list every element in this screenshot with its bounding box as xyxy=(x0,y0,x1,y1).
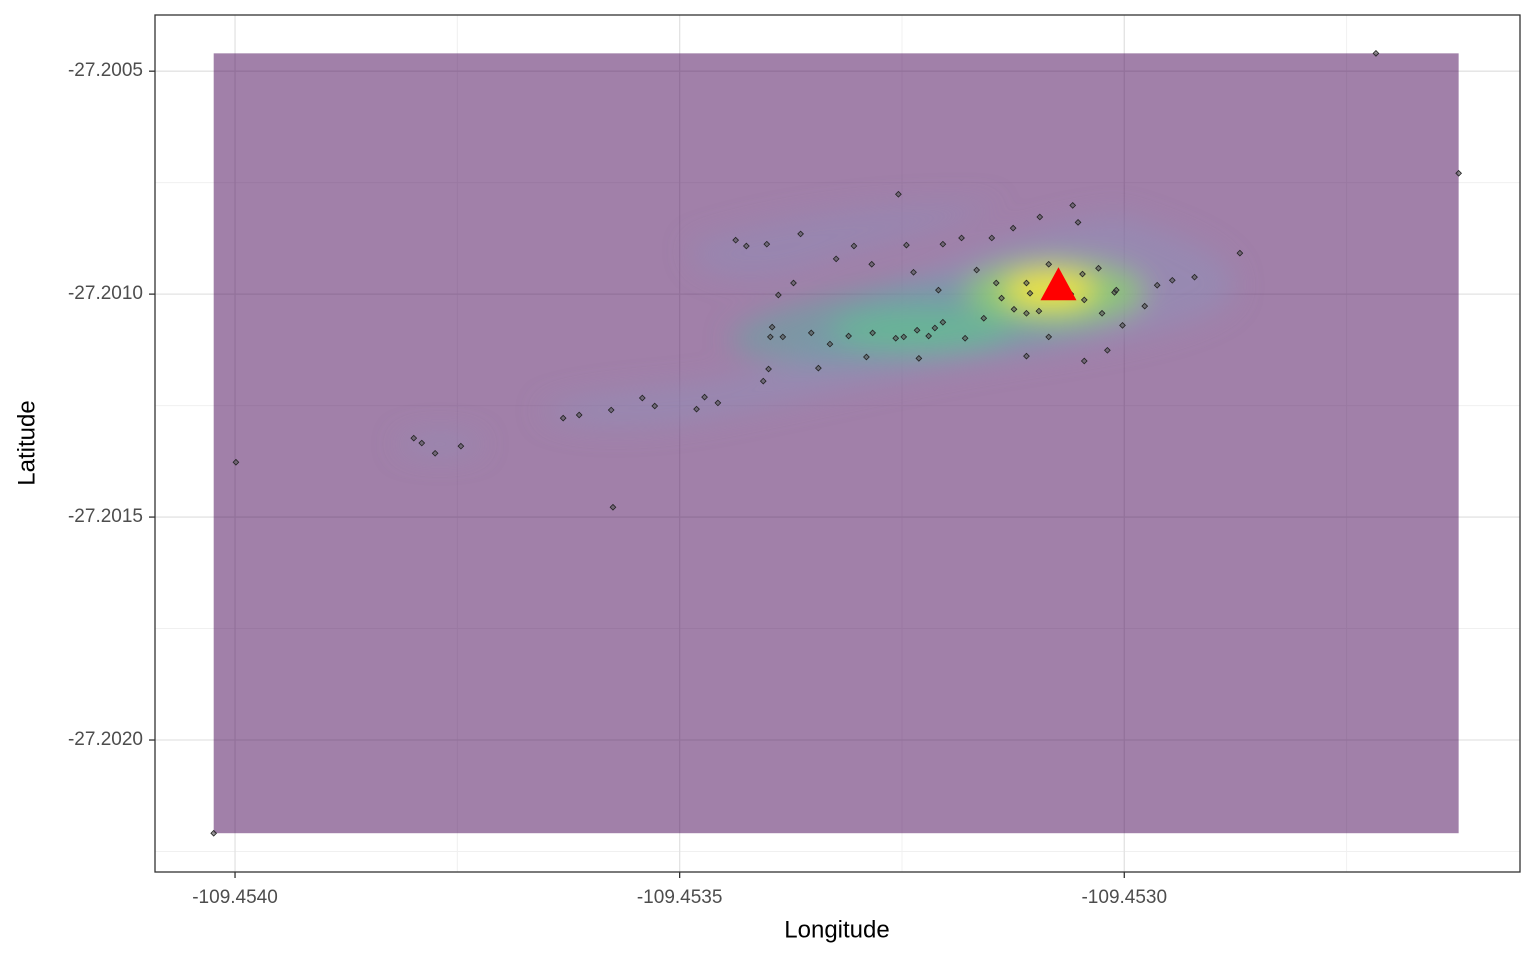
point xyxy=(1035,307,1043,315)
point xyxy=(1026,289,1034,297)
point xyxy=(797,230,804,238)
point xyxy=(958,234,965,242)
point xyxy=(1095,264,1102,272)
point xyxy=(815,364,822,372)
marker-triangle xyxy=(1040,267,1077,301)
point xyxy=(939,318,947,326)
point xyxy=(210,829,218,837)
point xyxy=(765,365,772,373)
point xyxy=(980,314,988,322)
y-axis-title: Latitude xyxy=(13,400,40,485)
axes: -109.4540 -109.4535 -109.4530 -27.2005 -27.2… xyxy=(68,60,1167,908)
point xyxy=(232,458,240,466)
x-axis-title: Longitude xyxy=(784,916,889,943)
point xyxy=(609,503,617,511)
point xyxy=(779,333,787,341)
point xyxy=(1023,352,1030,360)
point xyxy=(607,406,615,414)
point xyxy=(1098,309,1106,317)
point xyxy=(973,266,981,274)
point xyxy=(910,268,917,276)
panel-border xyxy=(154,14,1521,873)
x-tick-label: -109.4535 xyxy=(637,887,723,908)
point xyxy=(1045,260,1053,268)
point xyxy=(892,334,900,342)
x-tick-label: -109.4530 xyxy=(1081,887,1167,908)
density-band xyxy=(398,434,482,454)
point xyxy=(869,329,876,337)
y-tick-label: -27.2005 xyxy=(68,60,143,81)
points xyxy=(210,49,1463,837)
point xyxy=(1141,302,1149,310)
point xyxy=(638,394,646,402)
point xyxy=(850,242,858,250)
point xyxy=(863,353,870,361)
point xyxy=(939,240,947,248)
point xyxy=(651,402,659,410)
point xyxy=(418,439,426,447)
point xyxy=(410,434,418,442)
point xyxy=(790,279,797,287)
point xyxy=(1023,279,1030,287)
density-band xyxy=(690,204,1000,277)
point xyxy=(900,333,908,341)
point xyxy=(1010,305,1018,313)
point xyxy=(1112,286,1120,294)
point xyxy=(1236,249,1244,257)
point xyxy=(1168,276,1176,284)
point xyxy=(826,340,834,348)
point xyxy=(1153,281,1161,289)
point xyxy=(774,291,782,299)
point xyxy=(935,286,942,294)
point xyxy=(1455,169,1463,177)
point xyxy=(1036,213,1044,221)
point xyxy=(931,324,939,332)
point xyxy=(768,323,776,331)
point xyxy=(559,414,567,422)
point xyxy=(1009,224,1017,232)
y-tick-label: -27.2020 xyxy=(68,729,143,750)
point xyxy=(832,255,840,263)
point xyxy=(1080,296,1088,304)
point xyxy=(925,332,933,340)
x-tick-label: -109.4540 xyxy=(192,887,278,908)
point xyxy=(1104,346,1111,354)
point xyxy=(693,405,700,413)
point xyxy=(1023,309,1030,317)
point xyxy=(1191,273,1198,281)
point xyxy=(998,294,1005,302)
point xyxy=(732,236,740,244)
point xyxy=(915,354,923,362)
point xyxy=(1079,270,1086,278)
point xyxy=(575,411,583,419)
point xyxy=(766,333,774,341)
point xyxy=(988,234,996,242)
point xyxy=(868,260,876,268)
point xyxy=(913,326,921,334)
point xyxy=(1119,321,1126,329)
point xyxy=(1074,218,1082,226)
point xyxy=(1045,333,1053,341)
point xyxy=(895,190,902,198)
point xyxy=(759,377,767,385)
point xyxy=(1372,49,1380,57)
point xyxy=(961,334,969,342)
point xyxy=(845,332,852,340)
point xyxy=(457,442,465,450)
point xyxy=(742,242,750,250)
point xyxy=(1080,357,1088,365)
point xyxy=(763,240,771,248)
y-tick-label: -27.2010 xyxy=(68,283,143,304)
point xyxy=(714,399,722,407)
point xyxy=(431,449,439,457)
point xyxy=(992,279,1000,287)
point xyxy=(807,329,815,337)
point xyxy=(1069,202,1077,209)
point xyxy=(903,241,910,249)
y-tick-label: -27.2015 xyxy=(68,506,143,527)
point xyxy=(701,393,708,401)
